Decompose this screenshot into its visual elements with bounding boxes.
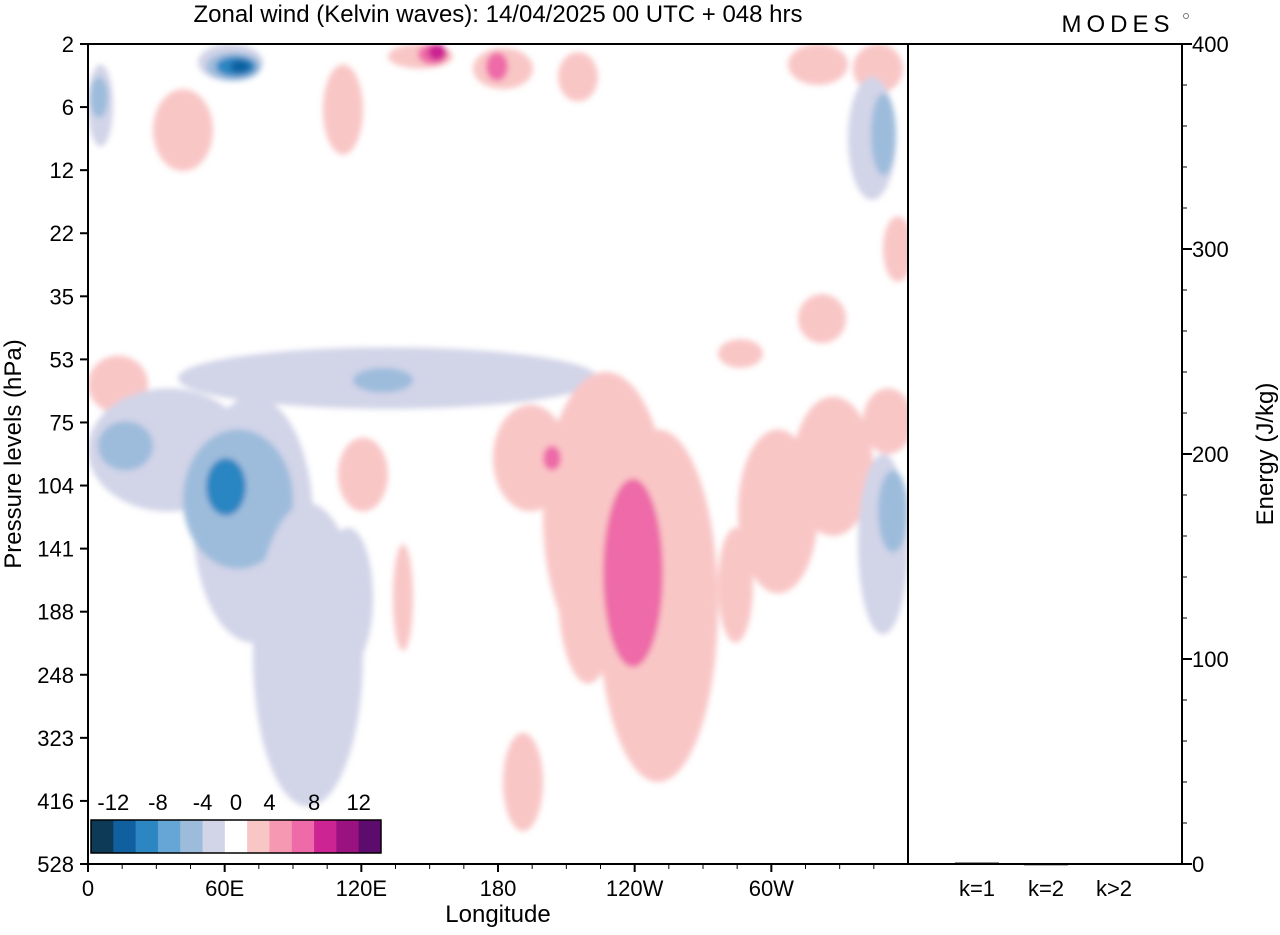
energy-tick-label: 300 bbox=[1192, 237, 1229, 262]
colorbar-label: 12 bbox=[346, 790, 370, 815]
wind-anomaly-region bbox=[338, 437, 388, 512]
x-tick-label: 60W bbox=[749, 876, 794, 901]
colorbar-frame bbox=[90, 819, 382, 854]
pressure-ticks: 2 6 12 22 35 53 75 104 141 188 248 323 416 528 bbox=[37, 32, 88, 877]
wind-anomaly-region bbox=[153, 89, 213, 172]
wind-anomaly-region bbox=[428, 44, 446, 61]
y-tick-label: 104 bbox=[37, 474, 74, 499]
wind-anomaly-region bbox=[323, 527, 373, 668]
y-axis-label: Pressure levels (hPa) bbox=[0, 339, 27, 568]
colorbar-swatch bbox=[113, 820, 137, 853]
wind-anomaly-region bbox=[543, 445, 561, 471]
colorbar-swatch bbox=[269, 820, 293, 853]
colorbar-swatch bbox=[157, 820, 181, 853]
logo-mark-icon bbox=[1183, 13, 1189, 19]
colorbar-swatch bbox=[336, 820, 360, 853]
colorbar-swatch bbox=[180, 820, 204, 853]
x-tick-label: 120W bbox=[606, 876, 664, 901]
wind-anomaly-region bbox=[90, 76, 108, 118]
colorbar-label: 4 bbox=[263, 790, 275, 815]
wind-anomaly-region bbox=[353, 367, 413, 393]
wavenumber-label: k=1 bbox=[959, 876, 995, 901]
colorbar-swatch bbox=[135, 820, 159, 853]
energy-tick-label: 400 bbox=[1192, 32, 1229, 57]
longitude-ticks: 0 60E 120E 180 120W 60W bbox=[82, 864, 875, 901]
wind-anomaly-region bbox=[230, 60, 250, 73]
wavenumber-label: k=2 bbox=[1028, 876, 1064, 901]
x-tick-label: 0 bbox=[82, 876, 94, 901]
wind-anomaly-region bbox=[798, 294, 846, 344]
wind-anomaly-region bbox=[718, 527, 753, 643]
wind-anomaly-region bbox=[486, 52, 508, 81]
x-tick-label: 180 bbox=[480, 876, 517, 901]
chart-title: Zonal wind (Kelvin waves): 14/04/2025 00… bbox=[194, 1, 803, 28]
y-tick-label: 248 bbox=[37, 663, 74, 688]
colorbar-swatch bbox=[291, 820, 315, 853]
energy-tick-label: 100 bbox=[1192, 647, 1229, 672]
colorbar-swatch bbox=[91, 820, 114, 853]
wind-anomaly-region bbox=[503, 732, 543, 832]
y-tick-label: 416 bbox=[37, 789, 74, 814]
energy-tick-label: 0 bbox=[1192, 852, 1204, 877]
y-tick-label: 323 bbox=[37, 726, 74, 751]
colorbar-swatch bbox=[314, 820, 337, 853]
wind-anomaly-region bbox=[878, 470, 908, 553]
colorbar: -12 -8 -4 0 4 8 12 bbox=[90, 790, 382, 854]
y-tick-label: 53 bbox=[50, 347, 74, 372]
wind-anomaly-region bbox=[393, 544, 413, 651]
modes-logo: MODES bbox=[1061, 11, 1174, 38]
wind-anomaly-region bbox=[871, 93, 896, 176]
y-tick-label: 22 bbox=[50, 221, 74, 246]
y-tick-label: 188 bbox=[37, 600, 74, 625]
colorbar-label: 0 bbox=[230, 790, 242, 815]
wind-anomaly-region bbox=[98, 421, 153, 471]
wind-anomaly-region bbox=[863, 388, 908, 454]
colorbar-label: -8 bbox=[148, 790, 168, 815]
y-tick-label: 528 bbox=[37, 852, 74, 877]
wind-anomaly-region bbox=[793, 396, 873, 536]
bar-plot-area bbox=[908, 44, 1182, 864]
colorbar-swatch bbox=[202, 820, 226, 853]
energy-tick-label: 200 bbox=[1192, 442, 1229, 467]
wavenumber-labels: k=1 k=2 k>2 bbox=[959, 876, 1132, 901]
energy-axis-label: Energy (J/kg) bbox=[1252, 383, 1279, 526]
wavenumber-label: k>2 bbox=[1096, 876, 1132, 901]
colorbar-swatch bbox=[358, 820, 382, 853]
y-tick-label: 75 bbox=[50, 410, 74, 435]
colorbar-swatch bbox=[224, 820, 248, 853]
wind-anomaly-region bbox=[558, 52, 598, 102]
colorbar-label: -12 bbox=[97, 790, 129, 815]
wind-anomaly-region bbox=[883, 216, 908, 282]
colorbar-label: 8 bbox=[308, 790, 320, 815]
wind-anomaly-region bbox=[323, 64, 363, 155]
wind-anomaly-region bbox=[206, 458, 246, 516]
colorbar-swatch bbox=[247, 820, 270, 853]
y-tick-label: 141 bbox=[37, 537, 74, 562]
energy-ticks: 0 100 200 300 400 bbox=[1182, 32, 1229, 877]
wind-anomaly-region bbox=[788, 44, 848, 85]
x-tick-label: 60E bbox=[205, 876, 244, 901]
y-tick-label: 2 bbox=[62, 32, 74, 57]
heatmap-regions bbox=[88, 44, 908, 832]
wind-anomaly-region bbox=[603, 478, 663, 668]
y-tick-label: 6 bbox=[62, 95, 74, 120]
y-tick-label: 12 bbox=[50, 158, 74, 183]
colorbar-label: -4 bbox=[193, 790, 213, 815]
wind-anomaly-region bbox=[718, 339, 763, 368]
x-tick-label: 120E bbox=[336, 876, 387, 901]
x-axis-label: Longitude bbox=[445, 901, 550, 928]
y-tick-label: 35 bbox=[50, 284, 74, 309]
